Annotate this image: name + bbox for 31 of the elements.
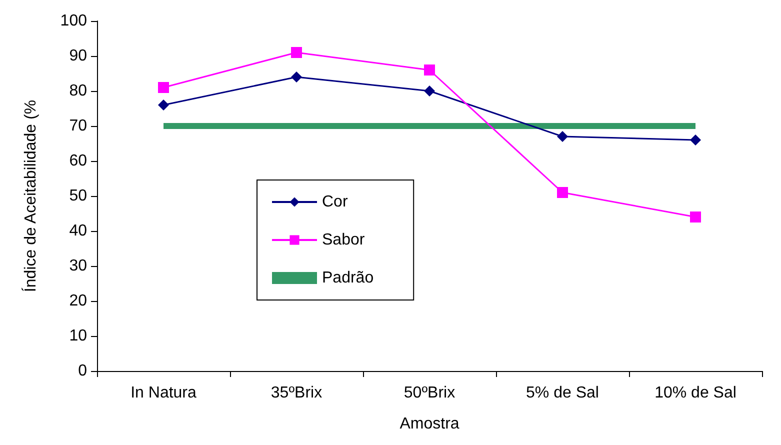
x-tick-label: In Natura <box>130 384 197 402</box>
point <box>424 64 435 76</box>
x-tick-label: 10% de Sal <box>654 384 736 402</box>
point <box>291 47 302 58</box>
point <box>291 72 302 82</box>
y-tick-label: 20 <box>69 292 88 310</box>
point <box>158 82 169 93</box>
legend-label: Padrão <box>322 270 374 286</box>
y-tick-label: 100 <box>60 12 88 30</box>
y-tick-label: 80 <box>69 82 88 100</box>
y-tick-label: 60 <box>69 152 88 170</box>
point <box>690 212 701 222</box>
y-tick-label: 30 <box>69 258 88 274</box>
x-tick-label: 5% de Sal <box>526 384 599 402</box>
y-tick-label: 10 <box>69 328 88 344</box>
x-axis-title: Amostra <box>400 416 460 432</box>
y-tick-label: 50 <box>69 188 88 204</box>
y-tick-label: 40 <box>69 222 88 240</box>
point <box>158 100 169 110</box>
y-tick-label: 90 <box>69 48 88 64</box>
point <box>557 131 568 142</box>
y-axis-title: Índice de Aceitabilidade (% <box>22 100 40 292</box>
y-tick-label: 70 <box>69 118 88 134</box>
y-tick-label: 0 <box>78 362 88 380</box>
legend-label: Sabor <box>322 232 366 248</box>
point <box>690 134 701 146</box>
legend-label: Cor <box>322 194 348 210</box>
x-tick-label: 35ºBrix <box>270 384 322 402</box>
point <box>557 187 568 198</box>
x-tick-label: 50ºBrix <box>404 384 456 402</box>
point <box>424 86 435 96</box>
